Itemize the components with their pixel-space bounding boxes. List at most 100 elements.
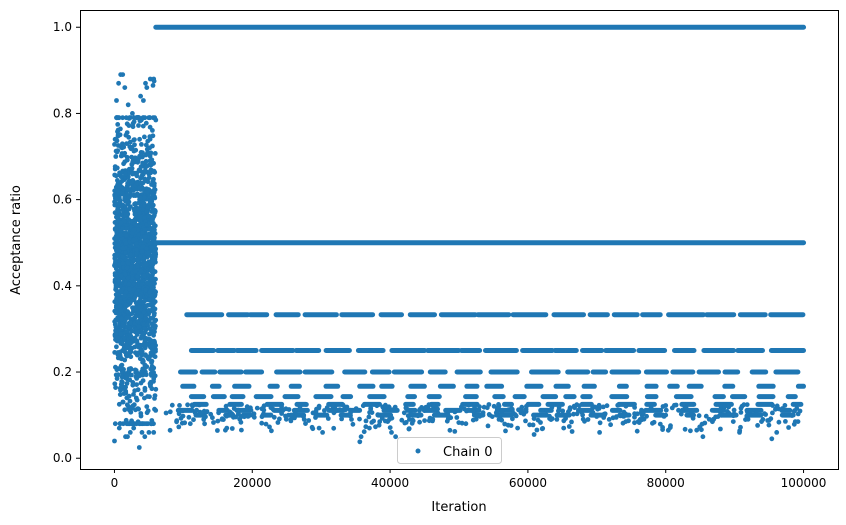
data-point-lower — [474, 412, 480, 418]
data-point-lower — [738, 410, 744, 415]
data-point-lower — [344, 404, 350, 410]
data-point-lower — [387, 425, 393, 430]
data-point-burn-in — [142, 195, 147, 201]
x-tick-label: 40000 — [371, 476, 409, 490]
legend-marker — [415, 448, 421, 454]
data-point-lower — [357, 416, 362, 422]
data-point-burn-in — [124, 381, 130, 386]
data-point-lower — [331, 425, 337, 431]
data-point-burn-in — [150, 260, 156, 265]
data-point-lower — [245, 414, 251, 419]
data-point-burn-in — [129, 372, 134, 378]
data-point-burn-in — [143, 421, 149, 427]
data-point-lower — [590, 410, 596, 415]
data-point-burn-in — [137, 136, 143, 142]
data-point-burn-in — [139, 430, 145, 435]
data-point-burn-in — [125, 187, 131, 192]
axes-frame — [80, 10, 839, 470]
data-point-lower — [596, 402, 602, 408]
data-point-lower — [569, 419, 574, 425]
legend-box — [397, 437, 502, 464]
data-point-burn-in — [113, 385, 118, 390]
data-point-burn-in — [120, 72, 126, 77]
data-point-burn-in — [134, 247, 139, 253]
data-point-lower — [786, 425, 791, 430]
data-point-burn-in — [128, 298, 134, 304]
data-point-lower — [239, 427, 244, 433]
data-point-lower — [566, 424, 572, 429]
data-point-lower — [722, 404, 727, 410]
data-point-lower — [496, 417, 502, 422]
data-point-lower — [375, 412, 381, 418]
data-point-lower — [540, 426, 546, 431]
data-point-lower — [797, 408, 803, 414]
data-point-lower — [263, 421, 269, 427]
legend: Chain 0 — [397, 437, 502, 464]
data-point-lower — [676, 407, 681, 413]
data-point-burn-in — [115, 335, 121, 340]
data-point-burn-in — [148, 338, 154, 344]
data-point-burn-in — [120, 186, 126, 192]
data-point-lower — [571, 403, 577, 409]
data-point-burn-in — [122, 85, 128, 90]
data-point-lower — [405, 413, 411, 419]
data-point-lower — [177, 403, 182, 408]
data-point-lower — [548, 417, 554, 422]
data-point-lower — [762, 411, 767, 417]
data-point-lower — [523, 406, 529, 412]
data-point-lower — [203, 409, 209, 415]
data-point-lower — [219, 417, 225, 422]
data-point-burn-in — [113, 287, 119, 293]
data-point-lower — [776, 419, 782, 425]
data-point-burn-in — [143, 287, 149, 293]
data-point-burn-in — [138, 411, 144, 416]
y-tick-label: 0.0 — [53, 451, 72, 465]
data-point-burn-in — [143, 177, 149, 183]
y-tick-label: 0.4 — [53, 279, 72, 293]
data-point-lower — [211, 420, 216, 425]
data-point-lower — [268, 405, 274, 411]
data-point-lower — [594, 414, 600, 419]
data-point-burn-in — [143, 80, 148, 86]
data-point-burn-in — [118, 331, 124, 337]
data-point-lower — [310, 426, 316, 432]
data-point-lower — [580, 412, 585, 418]
data-point-burn-in — [124, 324, 129, 330]
data-point-lower — [574, 411, 580, 417]
data-point-burn-in — [132, 294, 138, 300]
data-point-burn-in — [150, 83, 156, 88]
data-point-burn-in — [148, 150, 154, 156]
data-point-burn-in — [130, 111, 135, 116]
data-point-burn-in — [126, 206, 132, 212]
data-point-lower — [791, 408, 797, 414]
data-point-burn-in — [151, 168, 157, 174]
data-point-burn-in — [147, 134, 153, 140]
data-point-burn-in — [128, 146, 134, 152]
data-point-burn-in — [146, 213, 152, 219]
data-point-lower — [392, 406, 397, 412]
data-point-lower — [604, 403, 610, 409]
data-point-burn-in — [133, 395, 139, 401]
data-point-burn-in — [113, 154, 119, 159]
data-point-lower — [366, 414, 372, 420]
data-point-burn-in — [125, 275, 131, 281]
data-point-lower — [303, 421, 308, 426]
data-point-burn-in — [116, 243, 121, 249]
data-point-lower — [259, 420, 265, 426]
data-point-lower — [770, 403, 776, 408]
data-point-burn-in — [135, 329, 141, 335]
data-point-burn-in — [149, 367, 155, 372]
data-point-burn-in — [127, 398, 133, 404]
data-point-burn-in — [113, 226, 119, 232]
data-point-lower — [632, 414, 637, 420]
data-point-burn-in — [147, 145, 153, 151]
data-point-burn-in — [145, 394, 151, 399]
data-point-lower — [377, 419, 383, 425]
data-point-burn-in — [145, 150, 150, 156]
data-point-lower — [277, 416, 282, 422]
data-point-lower — [383, 404, 389, 409]
data-point-lower — [561, 425, 567, 431]
data-point-burn-in — [135, 158, 141, 164]
data-point-burn-in — [116, 425, 122, 431]
data-point-burn-in — [153, 386, 159, 392]
